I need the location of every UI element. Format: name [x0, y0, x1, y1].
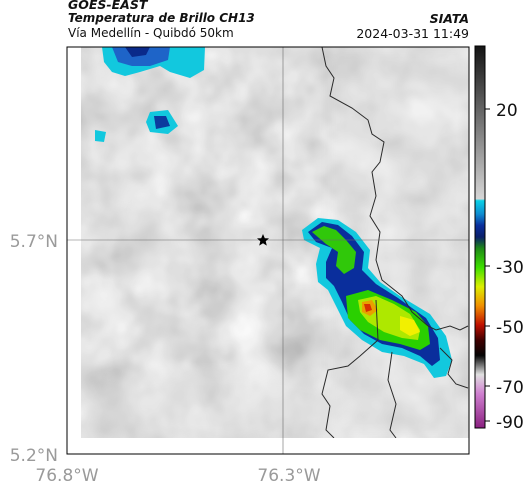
- satellite-imagery: [81, 47, 469, 438]
- colorbar-tick-minus70: -70: [496, 378, 524, 398]
- y-label-south: 5.2°N: [10, 446, 58, 466]
- colorbar-tick-20: 20: [496, 101, 518, 121]
- colorbar: 20 -30 -50 -70 -90: [474, 45, 524, 433]
- location-label: Vía Medellín - Quibdó 50km: [68, 26, 234, 40]
- graticule: [67, 47, 469, 454]
- plot-border: [66, 46, 470, 455]
- datetime-label: 2024-03-31 11:49: [356, 26, 469, 41]
- product-subtitle: Temperatura de Brillo CH13: [68, 11, 255, 25]
- admin-borders: [321, 47, 469, 438]
- y-label-north: 5.7°N: [10, 232, 58, 252]
- cold-cloud-top-left: [95, 47, 205, 142]
- colorbar-tick-minus50: -50: [496, 318, 524, 338]
- convective-cell: [302, 218, 452, 378]
- star-icon: [257, 234, 269, 246]
- colorbar-tick-minus90: -90: [496, 413, 524, 433]
- x-label-east: 76.3°W: [257, 466, 320, 486]
- x-label-west: 76.8°W: [35, 466, 98, 486]
- colorbar-tick-minus30: -30: [496, 258, 524, 278]
- organization-label: SIATA: [429, 11, 469, 26]
- product-title: GOES-EAST: [68, 0, 148, 12]
